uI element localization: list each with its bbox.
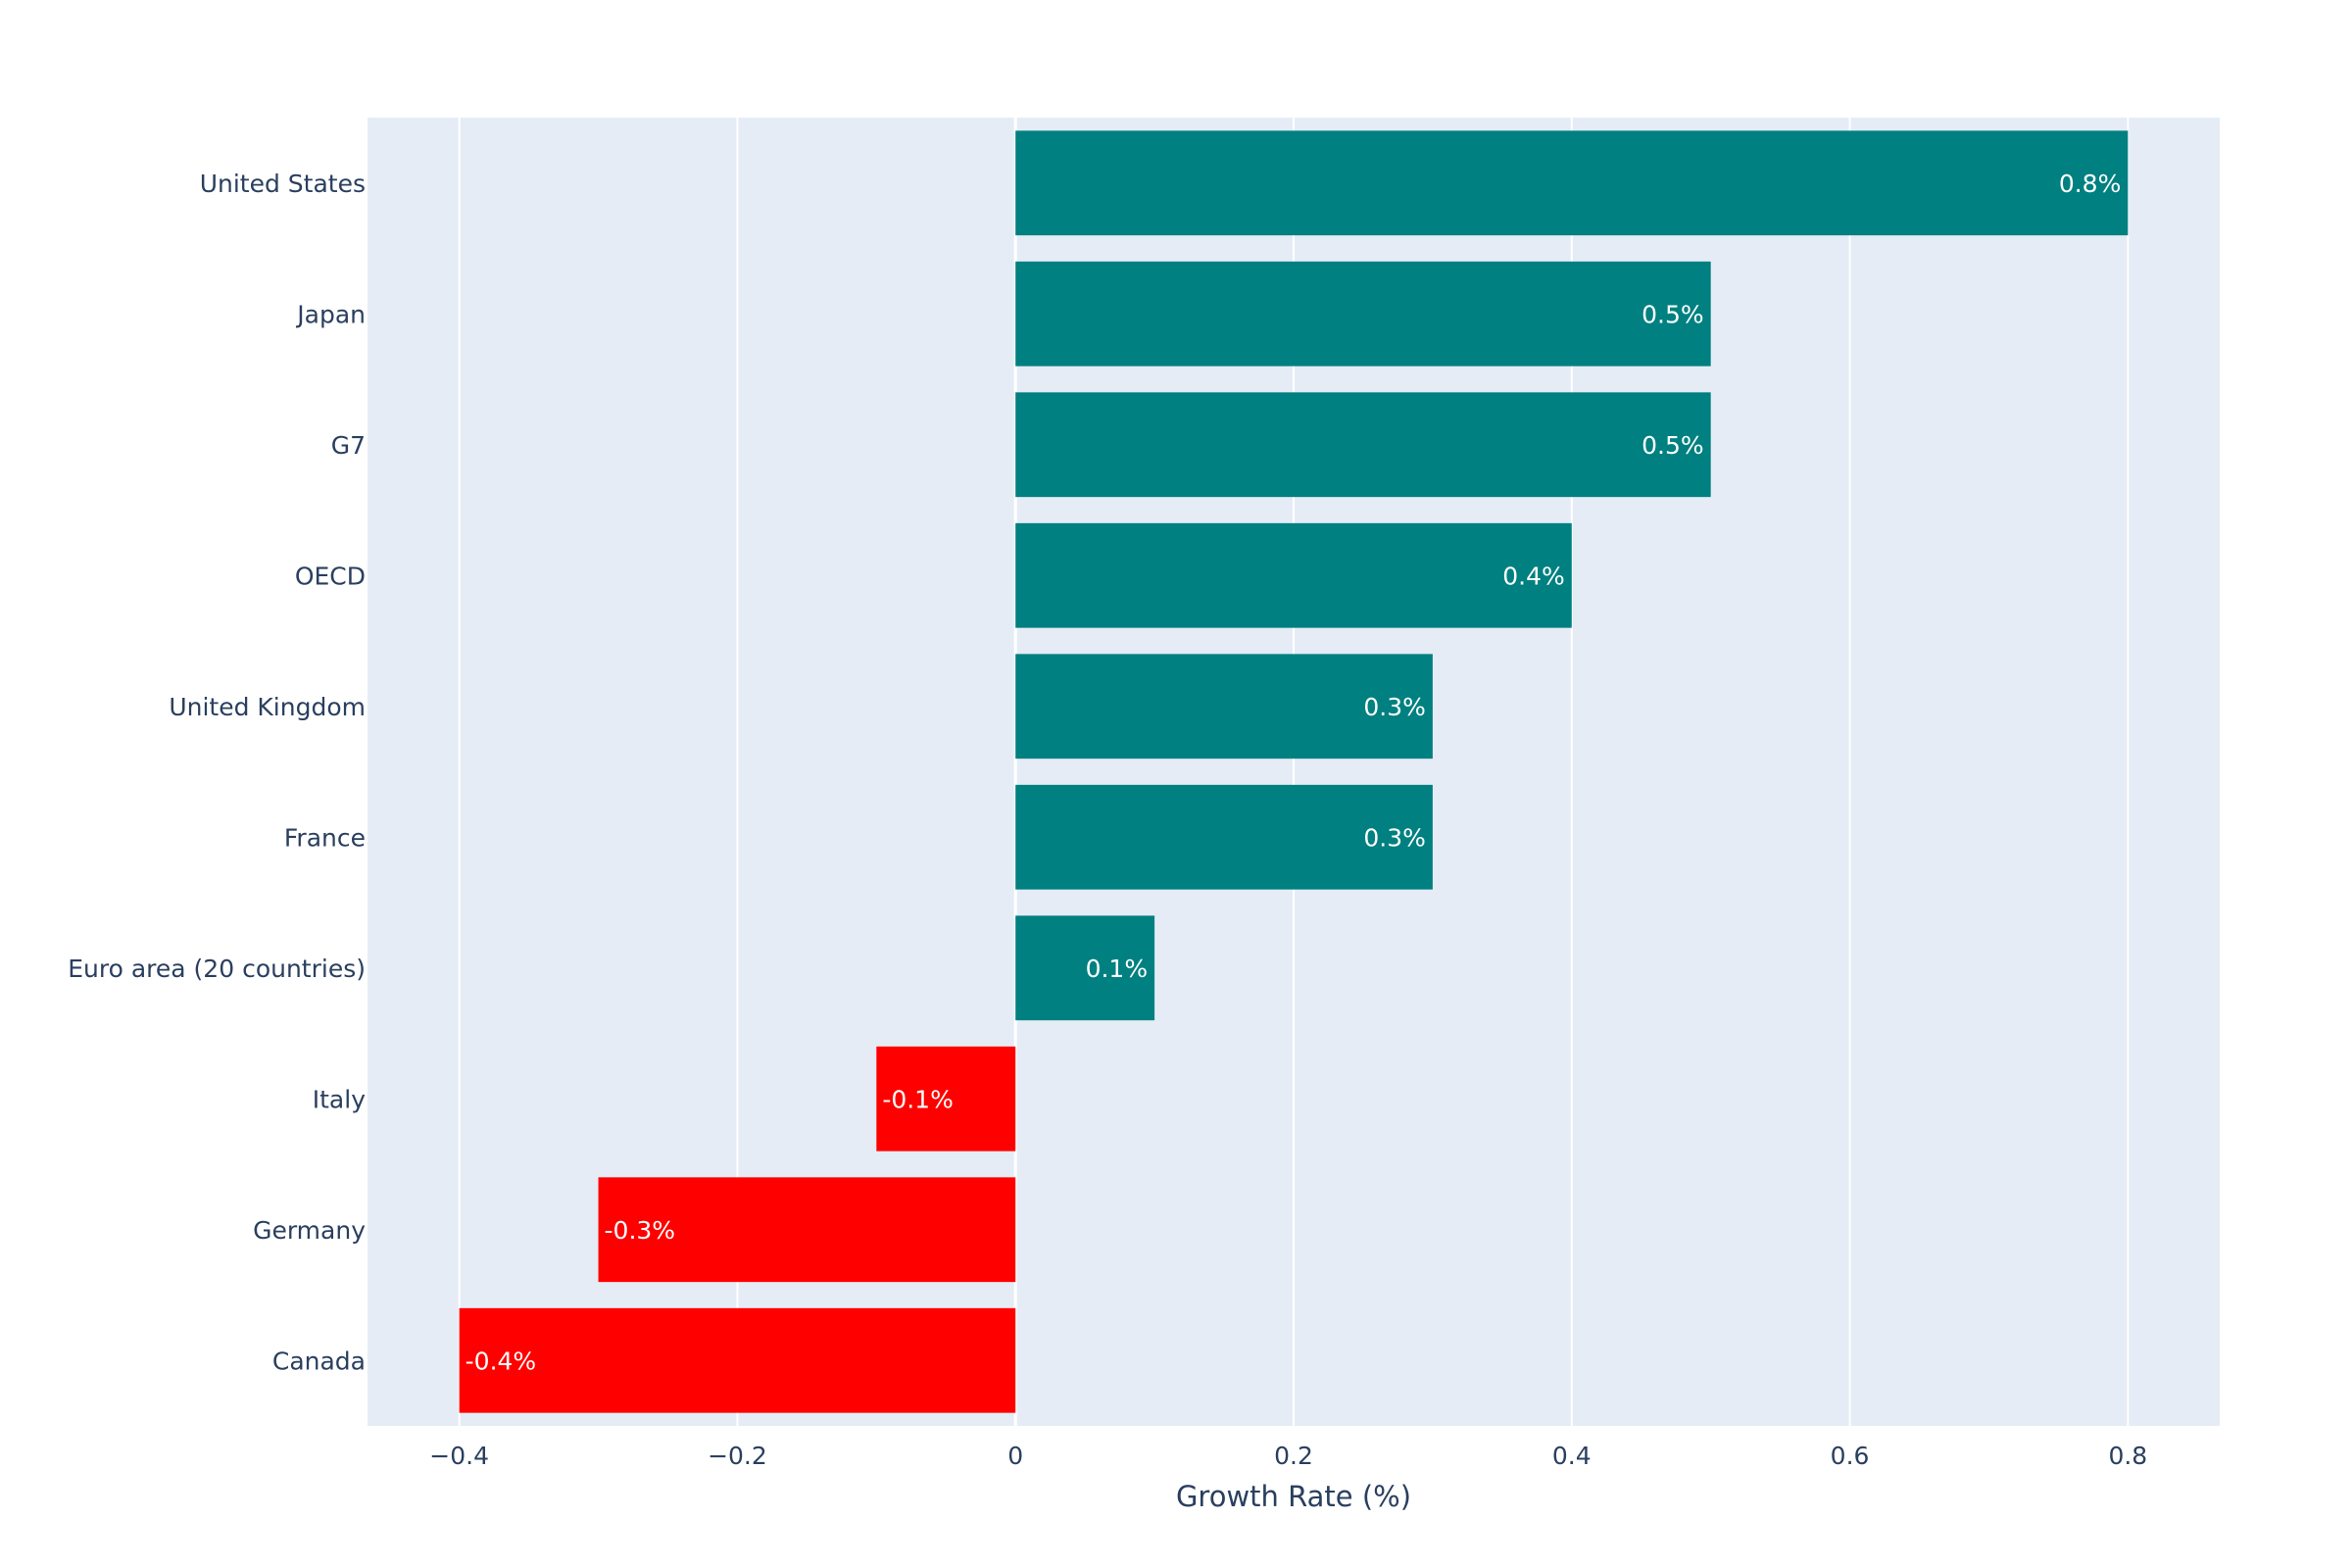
x-tick-label: 0.8 <box>2108 1442 2147 1470</box>
x-tick-label: 0.4 <box>1552 1442 1592 1470</box>
bar <box>1015 784 1433 890</box>
x-axis-tick-labels: −0.4 −0.2 0 0.2 0.4 0.6 0.8 <box>429 1442 2147 1470</box>
y-tick-label: Euro area (20 countries) <box>68 955 366 983</box>
bar <box>1015 915 1155 1021</box>
y-axis-tick-labels: United States Japan G7 OECD United Kingdom Fr… <box>68 170 366 1376</box>
data-labels: 0.8% 0.5% 0.5% 0.4% 0.3% 0.3% 0.1% -0.1% -0.3% -0… <box>466 170 2122 1376</box>
y-tick-label: OECD <box>295 562 366 590</box>
data-label: -0.3% <box>605 1216 676 1245</box>
data-label: 0.1% <box>1086 955 1149 983</box>
bar <box>459 1307 1016 1413</box>
data-label: 0.8% <box>2059 170 2122 198</box>
x-tick-label: 0.6 <box>1831 1442 1870 1470</box>
y-tick-label: Canada <box>272 1347 366 1375</box>
bars <box>459 130 2129 1413</box>
x-tick-label: 0.2 <box>1274 1442 1313 1470</box>
bar <box>1015 261 1711 367</box>
y-tick-label: G7 <box>331 431 366 460</box>
data-label: 0.3% <box>1363 693 1426 721</box>
y-tick-label: Japan <box>295 300 366 328</box>
data-label: -0.1% <box>882 1085 954 1113</box>
y-tick-label: United Kingdom <box>169 693 366 721</box>
data-label: 0.3% <box>1363 823 1426 852</box>
data-label: 0.4% <box>1502 562 1565 590</box>
bar <box>1015 654 1433 760</box>
y-tick-label: Germany <box>253 1216 366 1245</box>
x-tick-label: −0.2 <box>708 1442 767 1470</box>
bar <box>1015 522 1572 628</box>
bar <box>1015 392 1711 498</box>
y-tick-label: France <box>284 823 366 852</box>
data-label: 0.5% <box>1642 431 1704 460</box>
x-axis-title: Growth Rate (%) <box>1176 1480 1411 1513</box>
data-label: -0.4% <box>466 1347 537 1375</box>
x-tick-label: 0 <box>1007 1442 1023 1470</box>
bar <box>598 1177 1016 1283</box>
data-label: 0.5% <box>1642 300 1704 328</box>
y-tick-label: Italy <box>313 1085 366 1113</box>
y-tick-label: United States <box>200 170 366 198</box>
x-tick-label: −0.4 <box>429 1442 489 1470</box>
bar <box>1015 130 2129 236</box>
bar <box>876 1046 1016 1152</box>
